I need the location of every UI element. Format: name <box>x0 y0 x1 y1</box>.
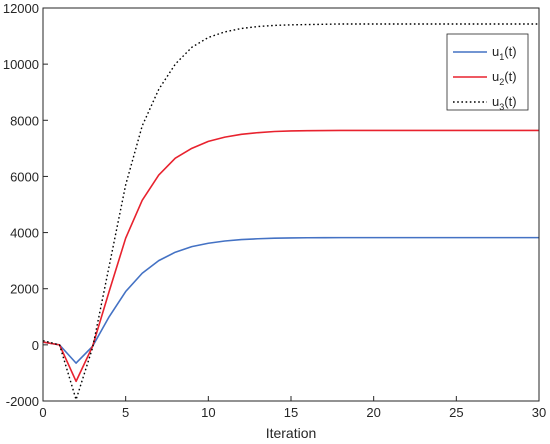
x-tick-label: 5 <box>122 405 129 420</box>
y-tick-label: 6000 <box>10 169 39 184</box>
y-tick-label: 2000 <box>10 282 39 297</box>
y-tick-label: 4000 <box>10 226 39 241</box>
legend-box <box>446 33 529 111</box>
x-tick-label: 25 <box>449 405 463 420</box>
y-tick-label: 10000 <box>3 57 39 72</box>
x-tick-label: 30 <box>532 405 546 420</box>
legend-label-1: u1(t) <box>492 44 517 62</box>
x-tick-label: 15 <box>284 405 298 420</box>
x-tick-label: 0 <box>39 405 46 420</box>
x-axis: 0 5 10 15 20 25 30 <box>39 396 546 420</box>
series-line-2 <box>42 129 539 383</box>
x-tick-label: 10 <box>201 405 215 420</box>
series-line-1 <box>42 236 539 364</box>
series-layer <box>42 23 539 401</box>
x-axis-label: Iteration <box>266 425 317 441</box>
series-line-3 <box>42 23 539 401</box>
legend-label-2: u2(t) <box>492 69 517 87</box>
y-axis: -2000 0 2000 4000 6000 8000 10000 12000 <box>3 1 48 409</box>
legend-label-3: u3(t) <box>492 94 517 112</box>
legend: u1(t) u2(t) u3(t) <box>446 33 529 112</box>
y-tick-label: 0 <box>32 338 39 353</box>
y-tick-label: -2000 <box>6 394 39 409</box>
y-tick-label: 8000 <box>10 113 39 128</box>
y-tick-label: 12000 <box>3 1 39 16</box>
x-tick-label: 20 <box>366 405 380 420</box>
